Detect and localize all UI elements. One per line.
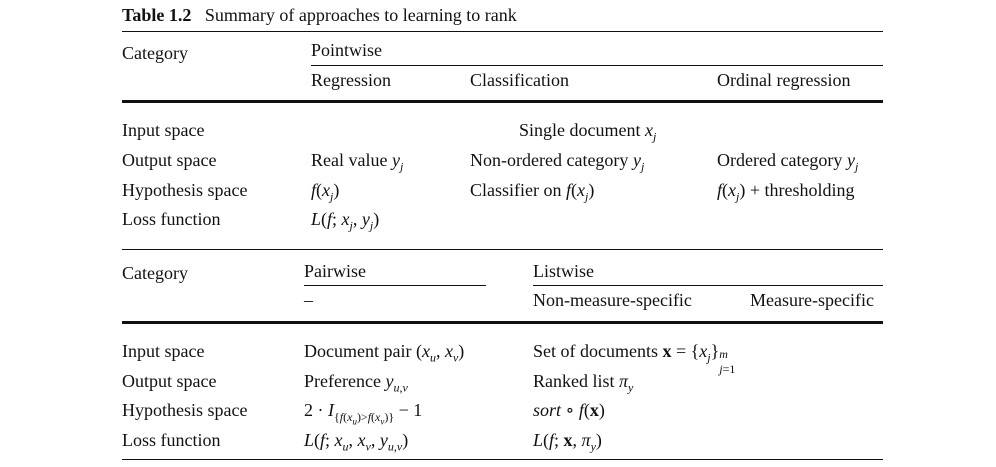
column-non-measure-specific: Non-measure-specific <box>533 290 692 310</box>
row-label-output-space: Output space <box>122 150 217 170</box>
column-regression: Regression <box>311 70 391 90</box>
table-caption: Table 1.2 Summary of approaches to learn… <box>122 6 517 24</box>
row-label-input-space: Input space <box>122 120 205 140</box>
mid-rule <box>122 249 883 250</box>
cell-output-ordinal: Ordered category yj <box>717 150 859 174</box>
cell-input-listwise: Set of documents x = {xj} m j=1 <box>533 341 736 376</box>
column-classification: Classification <box>470 70 569 90</box>
row-label-output-space: Output space <box>122 371 217 391</box>
row-label-loss-function: Loss function <box>122 430 221 450</box>
cell-input-space-pointwise: Single document xj <box>519 120 657 144</box>
caption-title: Summary of approaches to learning to ran… <box>204 5 517 25</box>
cell-input-pairwise: Document pair (xu, xv) <box>304 341 465 365</box>
cell-loss-regression: L(f; xj, yj) <box>311 209 380 233</box>
column-ordinal-regression: Ordinal regression <box>717 70 851 90</box>
row-label-loss-function: Loss function <box>122 209 221 229</box>
category-label-pointwise: Category <box>122 43 188 63</box>
pointwise-header-rule <box>311 65 883 66</box>
pairwise-header: Pairwise <box>304 261 366 281</box>
cell-hypothesis-pairwise: 2 · I{f(xu)>f(xv)} − 1 <box>304 400 423 426</box>
cell-output-regression: Real value yj <box>311 150 404 174</box>
category-label-pair-list: Category <box>122 263 188 283</box>
listwise-header-rule <box>533 285 883 286</box>
pairwise-header-rule <box>304 285 486 286</box>
cell-hypothesis-listwise: sort ∘ f(x) <box>533 400 605 420</box>
pairwise-subheader: – <box>304 290 313 310</box>
column-measure-specific: Measure-specific <box>750 290 874 310</box>
pair-list-heavy-rule <box>122 321 883 324</box>
cell-hypothesis-ordinal: f(xj) + thresholding <box>717 180 855 204</box>
caption-label: Table 1.2 <box>122 5 192 25</box>
cell-loss-listwise: L(f; x, πy) <box>533 430 602 454</box>
cell-output-listwise: Ranked list πy <box>533 371 634 395</box>
cell-hypothesis-classification: Classifier on f(xj) <box>470 180 595 204</box>
top-rule <box>122 31 883 32</box>
cell-output-classification: Non-ordered category yj <box>470 150 645 174</box>
cell-hypothesis-regression: f(xj) <box>311 180 340 204</box>
row-label-hypothesis-space: Hypothesis space <box>122 400 248 420</box>
pointwise-heavy-rule <box>122 100 883 103</box>
listwise-header: Listwise <box>533 261 594 281</box>
bottom-rule <box>122 459 883 460</box>
cell-output-pairwise: Preference yu,v <box>304 371 408 395</box>
row-label-input-space: Input space <box>122 341 205 361</box>
cell-loss-pairwise: L(f; xu, xv, yu,v) <box>304 430 409 454</box>
pointwise-header: Pointwise <box>311 40 383 60</box>
row-label-hypothesis-space: Hypothesis space <box>122 180 248 200</box>
